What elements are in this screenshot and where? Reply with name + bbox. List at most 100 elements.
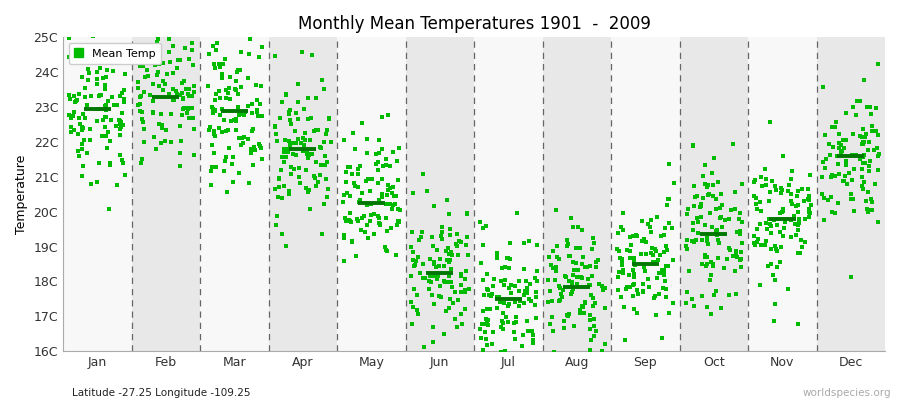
Point — [706, 224, 720, 231]
Point — [817, 217, 832, 223]
Point — [437, 278, 452, 284]
Point — [184, 32, 198, 38]
Point — [818, 132, 832, 139]
Point — [442, 210, 456, 217]
Point — [207, 61, 221, 67]
Point — [406, 304, 420, 310]
Point — [855, 134, 869, 140]
Point — [500, 318, 515, 325]
Point — [421, 286, 436, 292]
Point — [422, 278, 436, 285]
Point — [184, 47, 199, 54]
Point — [98, 114, 112, 121]
Point — [372, 196, 386, 203]
Point — [541, 298, 555, 305]
Point — [300, 150, 314, 156]
Point — [152, 83, 166, 89]
Point — [276, 149, 291, 156]
Point — [282, 188, 296, 194]
Point — [454, 272, 468, 279]
Point — [735, 181, 750, 187]
Point — [317, 201, 331, 207]
Point — [313, 144, 328, 150]
Point — [712, 240, 726, 246]
Point — [447, 288, 462, 295]
Point — [825, 209, 840, 216]
Point — [426, 234, 440, 241]
Point — [871, 132, 886, 138]
Point — [297, 142, 311, 148]
Point — [791, 220, 806, 227]
Point — [509, 210, 524, 216]
Point — [246, 162, 260, 168]
Point — [432, 263, 446, 270]
Point — [802, 210, 816, 216]
Point — [715, 202, 729, 208]
Point — [112, 117, 126, 124]
Point — [286, 151, 301, 158]
Point — [245, 110, 259, 116]
Point — [830, 153, 844, 159]
Point — [435, 229, 449, 235]
Point — [281, 146, 295, 152]
Point — [454, 311, 468, 317]
Point — [519, 285, 534, 292]
Point — [392, 207, 407, 214]
Point — [856, 138, 870, 145]
Point — [136, 63, 150, 69]
Point — [788, 203, 803, 210]
Point — [150, 39, 165, 46]
Point — [480, 319, 494, 325]
Point — [490, 255, 504, 261]
Point — [309, 95, 323, 101]
Point — [460, 233, 474, 240]
Point — [83, 126, 97, 132]
Point — [476, 241, 491, 248]
Point — [283, 117, 297, 124]
Point — [706, 260, 720, 267]
Point — [709, 232, 724, 238]
Point — [519, 362, 534, 368]
Point — [733, 231, 747, 237]
Point — [374, 176, 389, 182]
Point — [371, 167, 385, 174]
Point — [659, 286, 673, 292]
Point — [314, 145, 328, 151]
Point — [379, 247, 393, 253]
Point — [837, 178, 851, 184]
Point — [355, 190, 369, 197]
Point — [320, 158, 334, 165]
Point — [241, 136, 256, 142]
Point — [337, 235, 351, 241]
Point — [784, 198, 798, 204]
Point — [626, 282, 640, 288]
Point — [75, 124, 89, 130]
Point — [106, 68, 121, 74]
Point — [460, 210, 474, 216]
Point — [572, 274, 587, 280]
Point — [761, 198, 776, 204]
Point — [576, 360, 590, 366]
Point — [426, 339, 440, 345]
Point — [687, 203, 701, 210]
Point — [517, 266, 531, 272]
Point — [208, 132, 222, 139]
Point — [707, 292, 722, 298]
Point — [652, 270, 666, 276]
Point — [160, 20, 175, 26]
Point — [117, 96, 131, 102]
Point — [481, 306, 495, 312]
Point — [436, 263, 451, 269]
Point — [220, 1, 235, 7]
Point — [369, 161, 383, 168]
Point — [146, 81, 160, 87]
Point — [758, 166, 772, 172]
Point — [763, 119, 778, 126]
Point — [385, 149, 400, 156]
Point — [439, 197, 454, 204]
Point — [168, 88, 183, 94]
Point — [626, 274, 641, 280]
Point — [156, 60, 170, 67]
Point — [457, 287, 472, 294]
Point — [855, 166, 869, 172]
